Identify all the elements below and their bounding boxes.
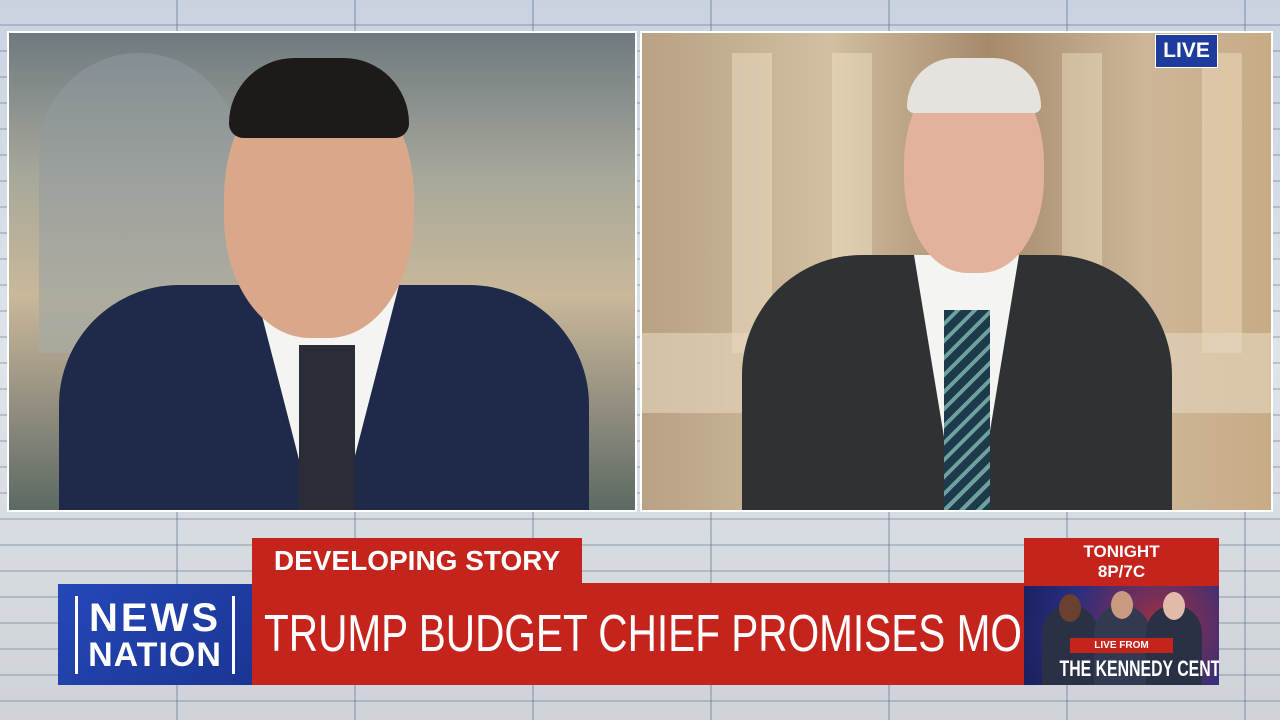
logo-line-1: NEWS: [89, 595, 221, 640]
promo-image: LIVE FROM THE KENNEDY CENTER: [1024, 586, 1219, 685]
promo-tag: LIVE FROM: [1070, 638, 1173, 653]
video-feed-anchor: [7, 31, 637, 512]
promo-line-2: 8P/7C: [1097, 562, 1146, 581]
anchor-hair: [229, 58, 409, 138]
anchor-tie: [299, 345, 355, 510]
promo-title: THE KENNEDY CENTER: [1024, 656, 1219, 682]
logo-line-2: NATION: [88, 635, 222, 674]
promo-time: TONIGHT 8P/7C: [1024, 538, 1219, 586]
guest-hair: [907, 58, 1041, 113]
promo-box: TONIGHT 8P/7C LIVE FROM THE KENNEDY CENT…: [1024, 538, 1219, 685]
developing-story-label: DEVELOPING STORY: [252, 538, 582, 583]
headline-banner: TRUMP BUDGET CHIEF PROMISES MORE LAYOFFS: [252, 583, 1025, 685]
video-feed-guest: [640, 31, 1273, 512]
headline-text: TRUMP BUDGET CHIEF PROMISES MORE LAYOFFS: [264, 605, 1025, 663]
promo-line-1: TONIGHT: [1083, 542, 1160, 561]
guest-tie: [944, 310, 990, 510]
newsnation-logo: NEWS NATION: [58, 584, 252, 685]
promo-title-text: THE KENNEDY CENTER: [1059, 656, 1219, 681]
live-badge: LIVE: [1155, 34, 1218, 68]
